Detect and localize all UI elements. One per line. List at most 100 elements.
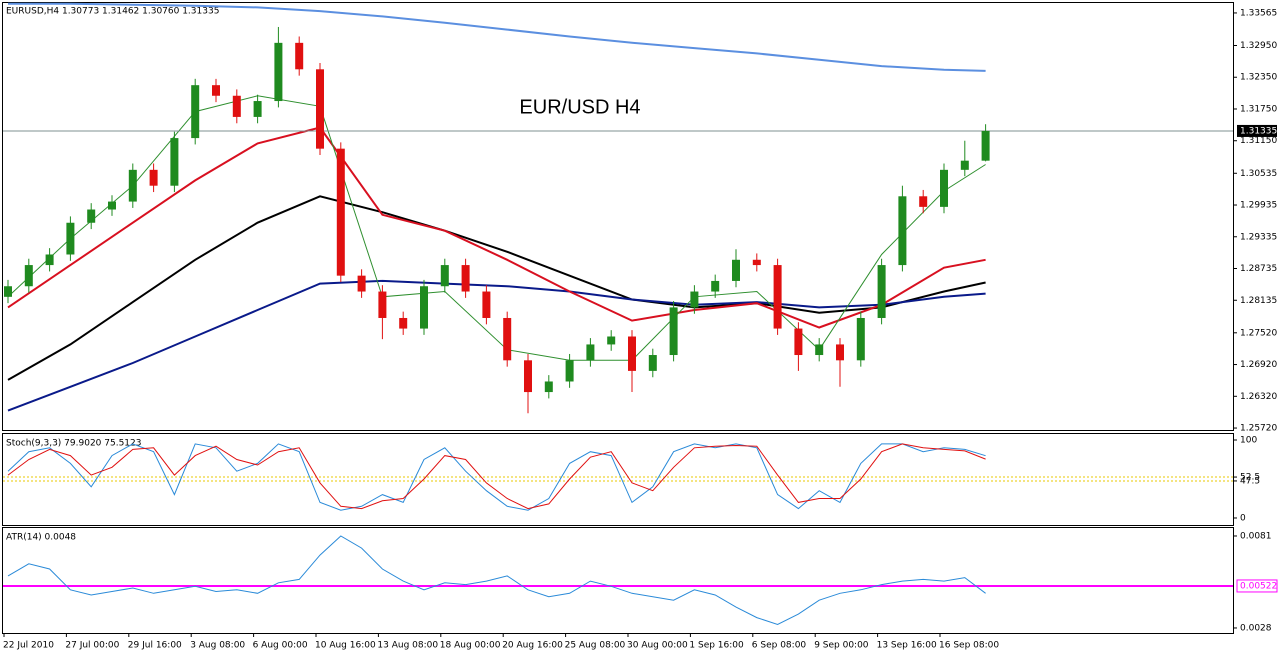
candle-body bbox=[607, 336, 616, 345]
candle-body bbox=[440, 265, 449, 287]
price-tag-label: 1.31335 bbox=[1240, 126, 1277, 136]
candle-body bbox=[461, 265, 470, 292]
atr-panel bbox=[2, 527, 1234, 634]
indicator-line bbox=[7, 535, 986, 626]
y-tick-label: 47.5 bbox=[1240, 476, 1260, 486]
candle-body bbox=[87, 209, 96, 223]
candle-body bbox=[773, 265, 782, 329]
candle-body bbox=[295, 42, 304, 70]
main-panel bbox=[2, 2, 1234, 431]
candle-body bbox=[378, 291, 387, 318]
candle-body bbox=[128, 169, 137, 202]
y-tick-label: 1.26320 bbox=[1240, 392, 1277, 402]
candle-body bbox=[482, 291, 491, 318]
y-tick-label: 1.26920 bbox=[1240, 360, 1277, 370]
candle-body bbox=[669, 307, 678, 356]
x-tick-label: 13 Aug 08:00 bbox=[377, 641, 438, 651]
candle-body bbox=[794, 328, 803, 356]
candle-body bbox=[66, 222, 75, 255]
candle-body bbox=[212, 85, 220, 96]
candle-body bbox=[586, 344, 595, 361]
candle-body bbox=[960, 160, 969, 170]
panel-title: Stoch(9,3,3) 79.9020 75.5123 bbox=[6, 439, 141, 449]
y-tick-label: 0 bbox=[1240, 513, 1246, 523]
moving-average bbox=[7, 279, 986, 412]
x-tick-label: 13 Sep 16:00 bbox=[877, 641, 937, 651]
y-tick-label: 1.30535 bbox=[1240, 169, 1277, 179]
candle-body bbox=[24, 265, 33, 287]
candle-body bbox=[898, 196, 907, 266]
moving-average bbox=[7, 126, 986, 329]
stoch-panel bbox=[2, 433, 1234, 526]
candle-body bbox=[877, 265, 886, 318]
indicator-line bbox=[7, 443, 986, 510]
candle-body bbox=[732, 259, 740, 281]
y-tick-label: 1.28735 bbox=[1240, 264, 1277, 274]
candle-body bbox=[628, 336, 636, 371]
y-tick-label: 1.27520 bbox=[1240, 328, 1277, 338]
candle-body bbox=[45, 254, 54, 266]
candle-body bbox=[170, 138, 179, 186]
header: EURUSD,H4 1.30773 1.31462 1.30760 1.3133… bbox=[6, 7, 219, 17]
candle-body bbox=[836, 344, 844, 361]
level-tag-label: 0.00522 bbox=[1240, 581, 1277, 591]
y-tick-label: 1.25720 bbox=[1240, 424, 1277, 434]
moving-average bbox=[7, 195, 986, 381]
x-tick-label: 30 Aug 00:00 bbox=[627, 641, 688, 651]
candle-body bbox=[357, 275, 366, 292]
x-tick-label: 25 Aug 08:00 bbox=[565, 641, 626, 651]
candle-body bbox=[232, 95, 241, 117]
y-tick-label: 1.32950 bbox=[1240, 41, 1277, 51]
candle-body bbox=[4, 286, 12, 297]
x-tick-label: 1 Sep 16:00 bbox=[689, 641, 744, 651]
candle-body bbox=[399, 317, 408, 329]
candle-body bbox=[981, 130, 990, 161]
candle-body bbox=[690, 291, 699, 308]
candle-body bbox=[940, 169, 948, 207]
x-tick-label: 6 Sep 08:00 bbox=[752, 641, 807, 651]
y-tick-label: 1.29335 bbox=[1240, 232, 1277, 242]
candle-body bbox=[274, 42, 283, 102]
candle-body bbox=[503, 317, 512, 361]
candle-body bbox=[149, 169, 158, 186]
x-tick-label: 10 Aug 16:00 bbox=[315, 641, 376, 651]
y-tick-label: 1.32350 bbox=[1240, 73, 1277, 83]
x-tick-label: 22 Jul 2010 bbox=[3, 641, 54, 651]
candle-body bbox=[565, 360, 574, 382]
level-tag bbox=[1236, 579, 1278, 593]
indicator-line bbox=[7, 443, 986, 511]
x-tick-label: 20 Aug 16:00 bbox=[502, 641, 563, 651]
candle-body bbox=[648, 355, 657, 371]
x-tick-label: 29 Jul 16:00 bbox=[128, 641, 182, 651]
candle-body bbox=[336, 148, 345, 276]
y-tick-label: 1.31750 bbox=[1240, 104, 1277, 114]
panel-title: ATR(14) 0.0048 bbox=[6, 533, 76, 543]
candle-body bbox=[191, 85, 200, 139]
candle-body bbox=[524, 360, 532, 393]
x-tick-label: 16 Sep 08:00 bbox=[939, 641, 999, 651]
x-tick-label: 3 Aug 08:00 bbox=[190, 641, 245, 651]
price-tag bbox=[1237, 124, 1277, 137]
y-tick-label: 1.33565 bbox=[1240, 8, 1277, 18]
candle-body bbox=[420, 286, 428, 329]
y-tick-label: 100 bbox=[1240, 436, 1257, 446]
y-tick-label: 0.0081 bbox=[1240, 531, 1272, 541]
annotation: EUR/USD H4 bbox=[519, 96, 640, 118]
candle-body bbox=[919, 196, 928, 207]
y-tick-label: 1.29935 bbox=[1240, 201, 1277, 211]
candle-body bbox=[253, 101, 262, 117]
candle-body bbox=[544, 381, 553, 393]
y-tick-label: 0.0028 bbox=[1240, 623, 1272, 633]
candle-body bbox=[711, 280, 720, 292]
x-tick-label: 27 Jul 00:00 bbox=[65, 641, 119, 651]
y-tick-label: 1.28135 bbox=[1240, 296, 1277, 306]
candle-body bbox=[108, 201, 116, 210]
candle-body bbox=[752, 259, 761, 266]
x-tick-label: 6 Aug 00:00 bbox=[253, 641, 308, 651]
y-tick-label: 1.31150 bbox=[1240, 136, 1277, 146]
x-tick-label: 18 Aug 00:00 bbox=[440, 641, 501, 651]
candle-body bbox=[815, 344, 824, 356]
x-tick-label: 9 Sep 00:00 bbox=[814, 641, 869, 651]
candle-body bbox=[316, 69, 324, 149]
